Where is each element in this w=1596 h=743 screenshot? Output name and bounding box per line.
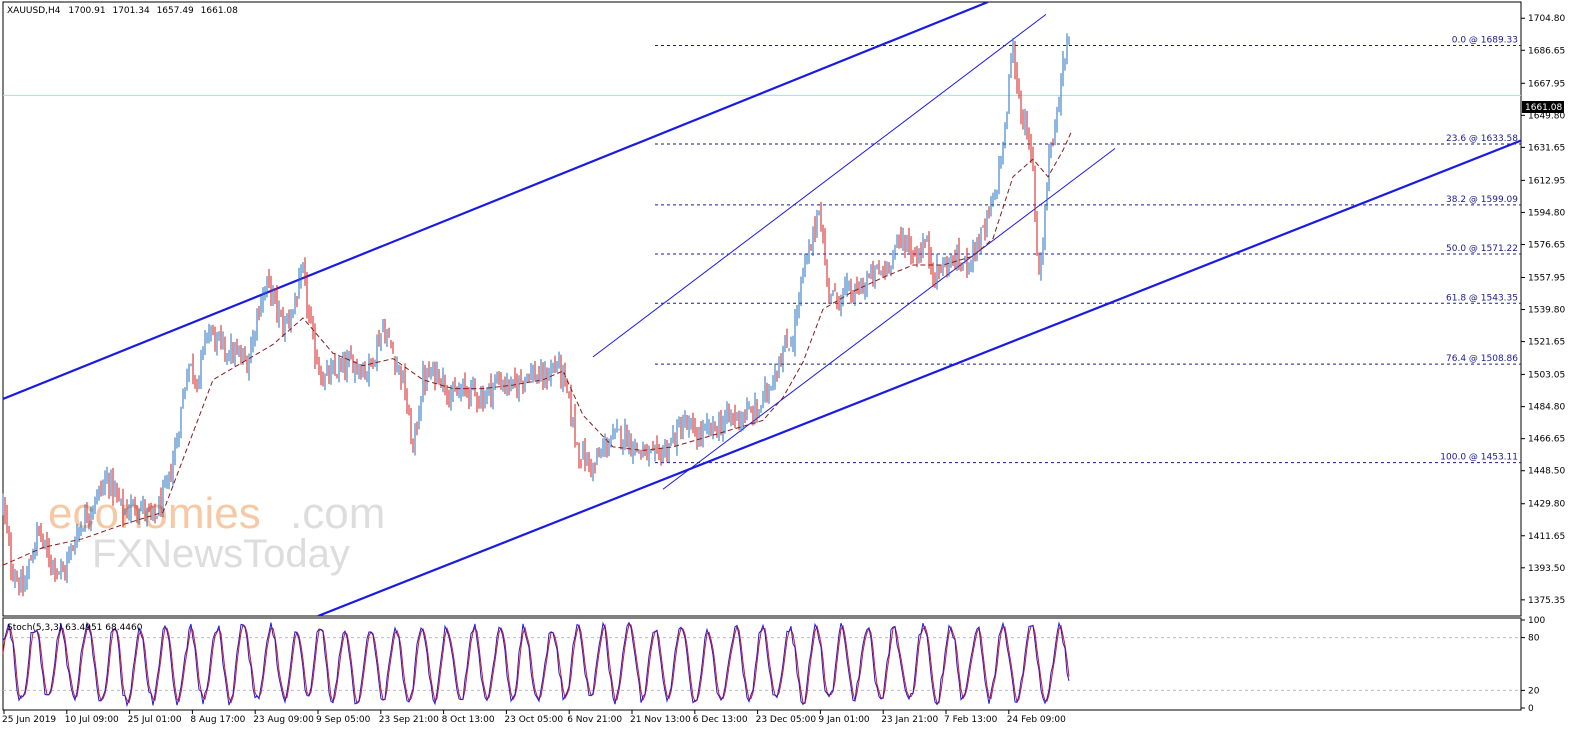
- time-tick-label: 24 Feb 09:00: [1007, 715, 1066, 725]
- price-tick-label: 1667.95: [1528, 79, 1565, 89]
- price-tick-label: 1612.95: [1528, 176, 1565, 186]
- time-tick-label: 23 Aug 09:00: [253, 715, 314, 725]
- price-tick-label: 1576.65: [1528, 240, 1565, 250]
- price-tick-label: 1429.80: [1528, 500, 1565, 510]
- time-tick-label: 6 Nov 21:00: [567, 715, 622, 725]
- time-axis: 25 Jun 2019 10 Jul 09:00 25 Jul 01:00 8 Aug…: [2, 710, 1066, 725]
- current-price-text: 1661.08: [1525, 103, 1562, 113]
- symbol-header: XAUUSD,H4 1700.91 1701.34 1657.49 1661.0…: [7, 6, 238, 16]
- symbol-name: XAUUSD,H4: [7, 6, 61, 16]
- time-tick-label: 8 Oct 13:00: [442, 715, 495, 725]
- time-tick-label: 21 Nov 13:00: [630, 715, 691, 725]
- current-price-box: [1522, 101, 1564, 113]
- time-tick-label: 10 Jul 09:00: [65, 715, 119, 725]
- watermark-brand-line2: FXNewsToday: [92, 532, 350, 576]
- time-tick-label: 9 Sep 05:00: [316, 715, 371, 725]
- price-tick-label: 1466.65: [1528, 435, 1565, 445]
- time-tick-label: 8 Aug 17:00: [190, 715, 245, 725]
- price-tick-label: 1686.65: [1528, 46, 1565, 56]
- price-tick-label: 1484.80: [1528, 403, 1565, 413]
- fib-level-label: 38.2 @ 1599.09: [1446, 195, 1518, 205]
- time-tick-label: 6 Dec 13:00: [693, 715, 748, 725]
- price-tick-label: 1411.65: [1528, 532, 1565, 542]
- price-tick-label: 1704.80: [1528, 14, 1565, 24]
- price-tick-label: 1594.80: [1528, 208, 1565, 218]
- price-tick-label: 1503.05: [1528, 370, 1565, 380]
- fib-level-label: 0.0 @ 1689.33: [1452, 36, 1518, 46]
- watermark-brand-part2: .com: [290, 489, 385, 538]
- trend-line-outer-upper: [3, 2, 989, 401]
- time-tick-label: 7 Feb 13:00: [944, 715, 998, 725]
- moving-average-line: [2, 132, 1072, 566]
- price-tick-label: 1557.95: [1528, 273, 1565, 283]
- watermark: economies .com FXNewsToday: [48, 489, 385, 576]
- stoch-tick-label: 20: [1528, 686, 1540, 696]
- stoch-signal-line: [2, 623, 1070, 705]
- time-tick-label: 25 Jul 01:00: [128, 715, 182, 725]
- trend-line-outer-lower: [317, 139, 1521, 616]
- stochastic-axis: 100 80 20 0: [1521, 616, 1545, 714]
- time-tick-label: 25 Jun 2019: [2, 715, 56, 725]
- candlesticks: [2, 33, 1070, 597]
- stoch-tick-label: 0: [1528, 704, 1534, 714]
- stochastic-label: Stoch(5,3,3) 63.4951 68.4460: [7, 623, 143, 633]
- price-tick-label: 1631.65: [1528, 143, 1565, 153]
- trend-line-inner-upper: [592, 13, 1047, 358]
- fib-level-label: 61.8 @ 1543.35: [1446, 293, 1518, 303]
- current-price-tag: 1661.08: [1522, 101, 1564, 113]
- open-value: 1700.91: [68, 6, 105, 16]
- stoch-tick-label: 80: [1528, 634, 1540, 644]
- stochastic-oscillator: [2, 621, 1521, 708]
- time-tick-label: 23 Sep 21:00: [379, 715, 439, 725]
- fib-level-label: 50.0 @ 1571.22: [1446, 244, 1518, 254]
- close-value: 1661.08: [201, 6, 238, 16]
- main-chart-frame: [2, 1, 1522, 617]
- time-tick-label: 23 Oct 05:00: [504, 715, 563, 725]
- high-value: 1701.34: [112, 6, 149, 16]
- stoch-tick-label: 100: [1528, 616, 1545, 626]
- price-tick-label: 1375.35: [1528, 596, 1565, 606]
- price-axis: 1704.80 1686.65 1667.95 1649.80 1631.65 1612.…: [1521, 14, 1565, 606]
- watermark-brand-part1: economies: [48, 489, 261, 538]
- price-tick-label: 1539.80: [1528, 306, 1565, 316]
- fib-level-label: 76.4 @ 1508.86: [1446, 354, 1518, 364]
- fib-level-label: 23.6 @ 1633.58: [1446, 134, 1518, 144]
- low-value: 1657.49: [157, 6, 194, 16]
- time-tick-label: 9 Jan 01:00: [818, 715, 870, 725]
- time-tick-label: 23 Dec 05:00: [756, 715, 817, 725]
- price-tick-label: 1448.50: [1528, 467, 1565, 477]
- trend-line-inner-lower: [662, 148, 1116, 490]
- price-tick-label: 1393.50: [1528, 564, 1565, 574]
- trend-lines: [3, 2, 1521, 616]
- stoch-main-line: [2, 621, 1070, 708]
- price-tick-label: 1521.65: [1528, 338, 1565, 348]
- price-tick-label: 1649.80: [1528, 111, 1565, 121]
- stochastic-frame: [2, 617, 1522, 711]
- time-tick-label: 23 Jan 21:00: [881, 715, 938, 725]
- fib-level-label: 100.0 @ 1453.11: [1440, 453, 1518, 463]
